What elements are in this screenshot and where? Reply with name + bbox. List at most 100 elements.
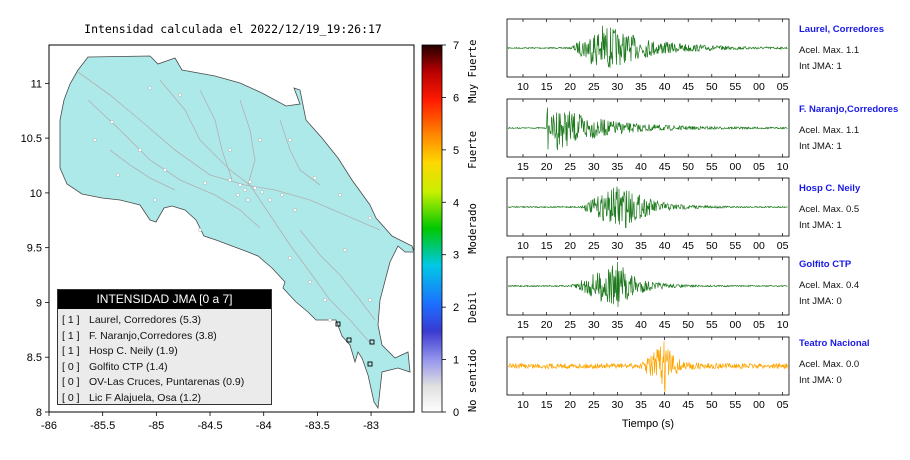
- waveform-tick-label: 50: [706, 81, 718, 93]
- map-y-tick-label: 11: [31, 78, 42, 90]
- legend-item-level: [ 1 ]: [62, 314, 80, 326]
- waveform-tick-label: 50: [706, 240, 718, 252]
- station-name: F. Naranjo,Corredores: [799, 104, 899, 115]
- waveform-x-label: Tiempo (s): [622, 418, 674, 430]
- station-int: Int JMA: 0: [799, 296, 842, 307]
- station-acel: Acel. Max. 0.0: [799, 359, 860, 370]
- legend-item-text: Golfito CTP (1.4): [89, 360, 168, 373]
- legend-item-level: [ 1 ]: [62, 345, 80, 357]
- colorbar-category-label: Moderado: [467, 203, 479, 254]
- waveform-tick-label: 20: [564, 240, 576, 252]
- legend-item-level: [ 0 ]: [62, 376, 80, 388]
- legend-item: [ 1 ] Hosp C. Neily (1.9): [58, 344, 271, 360]
- waveform-tick-label: 25: [588, 240, 600, 252]
- waveform-tick-label: 30: [612, 240, 624, 252]
- station-markers: [93, 86, 372, 322]
- legend-item-text: F. Naranjo,Corredores (3.8): [89, 329, 217, 342]
- waveform-tick-label: 55: [730, 81, 742, 93]
- legend-item: [ 0 ] Golfito CTP (1.4): [58, 360, 271, 376]
- colorbar-tick-label: 7: [453, 40, 459, 52]
- waveform-tick-label: 20: [564, 81, 576, 93]
- waveform-tick-label: 15: [517, 319, 529, 331]
- legend-item-text: Hosp C. Neily (1.9): [89, 345, 178, 357]
- legend-item: [ 1 ] F. Naranjo,Corredores (3.8): [58, 329, 271, 345]
- legend-item-text: Lic F Alajuela, Osa (1.2): [89, 391, 202, 404]
- waveform-tick-label: 35: [612, 161, 624, 173]
- colorbar-tick-label: 3: [453, 250, 459, 262]
- waveform-tick-label: 55: [706, 319, 718, 331]
- waveform-tick-label: 40: [635, 161, 647, 173]
- legend-item: [ 0 ] OV-Las Cruces, Puntarenas (0.9): [58, 375, 271, 391]
- colorbar: [421, 44, 443, 413]
- road-network: [77, 71, 381, 346]
- map-y-ticks: 11 10.5 10 9.5 9 8.5 8: [21, 78, 49, 419]
- station-name: Hosp C. Neily: [799, 183, 861, 194]
- station-label: Hosp C. Neily Acel. Max. 0.5 Int JMA: 1: [799, 183, 860, 231]
- waveform-tick-label: 05: [753, 319, 765, 331]
- station-acel: Acel. Max. 1.1: [799, 125, 860, 136]
- station-int: Int JMA: 1: [799, 220, 842, 231]
- map-x-ticks: -86 -85.5 -85 -84.5 -84 -83.5 -83: [41, 412, 379, 432]
- waveform-tick-label: 45: [659, 319, 671, 331]
- waveform-panel: 15 20 25 30 35 40 45 50 55 00 05 10: [506, 256, 790, 331]
- map-y-tick-label: 8: [36, 407, 42, 419]
- colorbar-category-label: Debil: [467, 291, 479, 323]
- waveform-panel: 10 15 20 25 30 35 40 45 50 55 00 05: [506, 18, 790, 93]
- waveform-tick-label: 55: [706, 161, 718, 173]
- colorbar-categories: No sentido Debil Moderado Fuerte Muy Fuerte: [467, 40, 479, 413]
- waveform-tick-label: 15: [541, 399, 553, 411]
- legend-item-text: Laurel, Corredores (5.3): [89, 314, 202, 326]
- waveform-tick-label: 30: [612, 399, 624, 411]
- station-int: Int JMA: 0: [799, 375, 842, 386]
- waveform-tick-label: 25: [564, 319, 576, 331]
- waveform-tick-label: 00: [730, 161, 742, 173]
- station-label: F. Naranjo,Corredores Acel. Max. 1.1 Int…: [799, 104, 898, 152]
- map-y-tick-label: 9.5: [27, 243, 42, 255]
- waveform-tick-label: 05: [777, 81, 789, 93]
- colorbar-category-label: Muy Fuerte: [467, 40, 479, 103]
- waveform-panel: 10 15 20 25 30 35 40 45 50 55 00 05: [506, 177, 790, 252]
- waveform-trace: [507, 25, 788, 68]
- waveform-tick-label: 30: [588, 161, 600, 173]
- map-x-tick-label: -84: [256, 420, 272, 432]
- colorbar-tick-label: 6: [453, 92, 459, 104]
- legend-item-text: OV-Las Cruces, Puntarenas (0.9): [89, 376, 245, 388]
- station-name: Teatro Nacional: [799, 338, 870, 349]
- colorbar-ticks: 0 1 2 3 4 5 6 7: [442, 40, 459, 419]
- waveform-tick-label: 00: [753, 240, 765, 252]
- waveform-tick-label: 45: [682, 399, 694, 411]
- waveform-tick-label: 05: [753, 161, 765, 173]
- waveform-tick-label: 45: [659, 161, 671, 173]
- waveform-tick-label: 10: [517, 240, 529, 252]
- station-acel: Acel. Max. 0.4: [799, 280, 860, 291]
- waveform-trace: [507, 107, 788, 151]
- waveform-tick-label: 10: [517, 399, 529, 411]
- colorbar-tick-label: 2: [453, 302, 459, 314]
- station-label: Teatro Nacional Acel. Max. 0.0 Int JMA: …: [799, 338, 870, 386]
- waveform-tick-label: 35: [635, 240, 647, 252]
- colorbar-tick-label: 1: [453, 355, 459, 367]
- waveform-panels: 10 15 20 25 30 35 40 45 50 55 00 05 15 20 25 30 35 40 45 50…: [506, 18, 790, 411]
- waveform-tick-label: 10: [777, 161, 789, 173]
- waveform-tick-label: 45: [682, 81, 694, 93]
- map-y-tick-label: 10: [30, 188, 42, 200]
- waveform-tick-label: 15: [541, 240, 553, 252]
- map-x-tick-label: -85.5: [90, 420, 115, 432]
- station-label: Golfito CTP Acel. Max. 0.4 Int JMA: 0: [799, 259, 859, 307]
- station-name: Golfito CTP: [799, 259, 852, 270]
- legend-title: INTENSIDAD JMA [0 a 7]: [58, 290, 271, 309]
- colorbar-category-label: No sentido: [467, 349, 479, 412]
- waveform-tick-label: 20: [564, 399, 576, 411]
- waveform-tick-label: 55: [730, 399, 742, 411]
- map-title: Intensidad calculada el 2022/12/19_19:26…: [84, 22, 382, 36]
- map-x-tick-label: -85: [148, 420, 164, 432]
- station-int: Int JMA: 1: [799, 61, 842, 72]
- waveform-tick-label: 05: [777, 399, 789, 411]
- map-x-tick-label: -84.5: [197, 420, 222, 432]
- colorbar-category-label: Fuerte: [467, 131, 479, 169]
- map-x-tick-label: -86: [41, 420, 57, 432]
- station-acel: Acel. Max. 0.5: [799, 204, 860, 215]
- map-y-tick-label: 9: [36, 297, 42, 309]
- waveform-tick-label: 50: [682, 161, 694, 173]
- waveform-tick-label: 05: [777, 240, 789, 252]
